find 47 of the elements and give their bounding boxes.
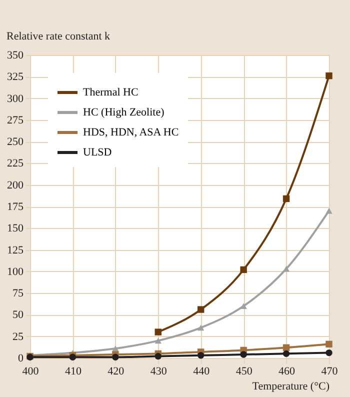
point — [240, 266, 247, 274]
point — [326, 340, 332, 348]
y-tick-label: 325 — [7, 71, 24, 84]
legend-label: HC (High Zeolite) — [83, 106, 165, 118]
y-tick-label: 300 — [7, 92, 24, 105]
y-tick-label: 50 — [12, 309, 24, 322]
x-tick-label: 450 — [236, 366, 253, 378]
legend-label: Thermal HC — [83, 86, 138, 98]
point — [112, 354, 119, 360]
x-tick-label: 460 — [278, 366, 296, 378]
y-tick-label: 200 — [7, 179, 24, 192]
x-tick-label: 410 — [64, 366, 82, 378]
y-tick-label: 125 — [7, 244, 24, 256]
y-tick-label: 25 — [12, 330, 24, 343]
point — [154, 328, 162, 336]
point — [326, 72, 332, 80]
point — [282, 344, 290, 351]
point — [282, 195, 290, 202]
point — [198, 306, 204, 313]
point — [240, 351, 247, 358]
legend-label: ULSD — [83, 146, 112, 158]
y-tick-label: 225 — [7, 158, 24, 170]
point — [326, 208, 332, 214]
y-tick-label: 75 — [12, 288, 24, 300]
y-tick-label: 150 — [7, 222, 24, 235]
x-tick-label: 440 — [193, 366, 210, 378]
point — [240, 303, 247, 309]
point — [154, 352, 162, 360]
x-axis-title: Temperature (°C) — [252, 380, 330, 392]
point — [282, 266, 290, 272]
x-tick-label: 430 — [150, 366, 168, 378]
y-tick-label: 275 — [7, 114, 24, 126]
point — [326, 349, 332, 356]
y-tick-label: 175 — [7, 201, 24, 213]
x-tick-label: 400 — [22, 366, 40, 378]
x-tick-label: 420 — [108, 366, 125, 378]
legend-label: HDS, HDN, ASA HC — [83, 126, 179, 138]
y-tick-label: 250 — [7, 136, 24, 148]
point — [198, 352, 204, 359]
point — [282, 350, 290, 358]
y-tick-label: 0 — [18, 352, 24, 364]
point — [198, 324, 204, 331]
point — [154, 338, 162, 344]
x-tick-label: 470 — [321, 366, 338, 378]
y-tick-label: 350 — [7, 50, 24, 62]
y-axis-title: Relative rate constant k — [6, 30, 111, 42]
y-tick-label: 100 — [7, 266, 24, 278]
